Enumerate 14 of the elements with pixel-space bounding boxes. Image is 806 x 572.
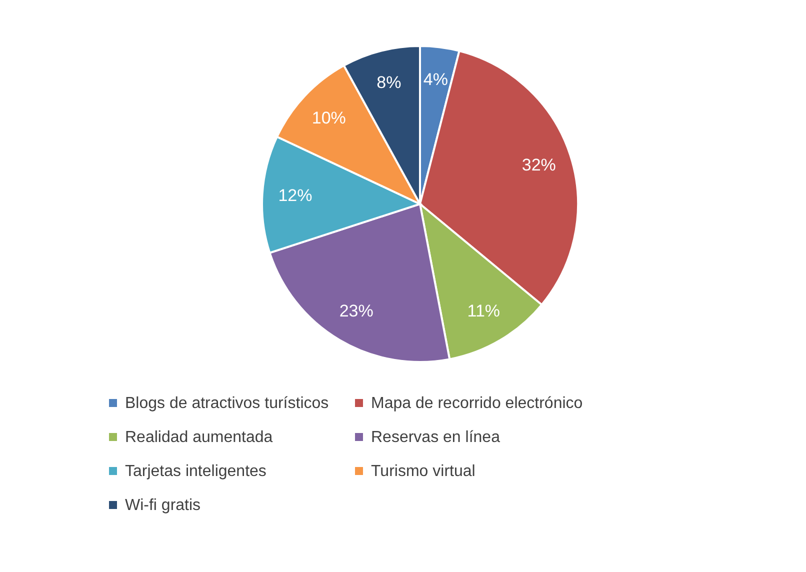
data-label: 32% <box>522 155 556 174</box>
legend-label: Reservas en línea <box>371 429 500 446</box>
legend-label: Mapa de recorrido electrónico <box>371 395 583 412</box>
legend-label: Turismo virtual <box>371 463 476 480</box>
legend-label: Wi-fi gratis <box>125 497 201 514</box>
data-label: 23% <box>339 302 374 321</box>
data-label: 11% <box>467 302 500 321</box>
data-label: 8% <box>376 72 402 92</box>
legend-label: Tarjetas inteligentes <box>125 463 266 480</box>
data-label: 12% <box>278 186 312 206</box>
data-label: 4% <box>423 70 448 89</box>
legend-label: Blogs de atractivos turísticos <box>125 395 329 412</box>
data-label: 10% <box>312 108 346 128</box>
legend-label: Realidad aumentada <box>125 429 273 446</box>
